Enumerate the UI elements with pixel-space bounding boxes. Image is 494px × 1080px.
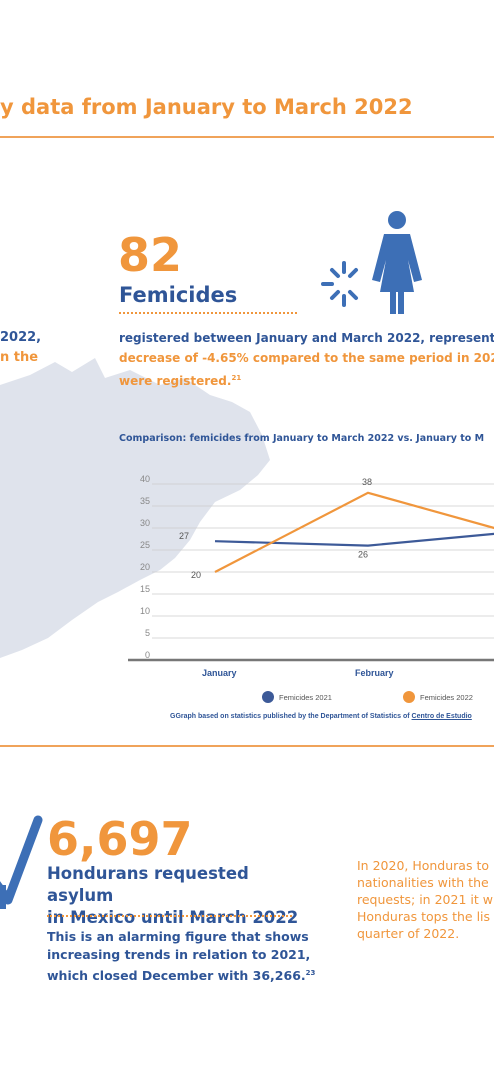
femicides-line-chart: 40 35 30 25 20 15 10 5 0 27 26 20 38 January Februar…: [128, 474, 494, 703]
category-label: January: [202, 668, 237, 678]
legend-label: Femicides 2022: [420, 693, 473, 702]
desc-line3: were registered.: [119, 374, 232, 388]
y-tick-label: 25: [140, 540, 150, 550]
asylum-heading: Hondurans requested asylum in Mexico unt…: [47, 863, 317, 929]
desc-line1: registered between January and March 202…: [119, 331, 494, 345]
y-tick-label: 5: [145, 628, 150, 638]
page-title: y data from January to March 2022: [0, 95, 413, 119]
map-text-line2: n the: [0, 350, 39, 365]
side-line5: quarter of 2022.: [357, 926, 460, 941]
burst-icon: [321, 261, 358, 307]
side-line2: nationalities with the: [357, 875, 489, 890]
honduras-map-shape: [0, 358, 270, 658]
legend-marker: [403, 691, 415, 703]
chart-source: GGraph based on statistics published by …: [170, 713, 472, 720]
header-divider: [0, 136, 494, 138]
asylum-description: This is an alarming figure that shows in…: [47, 928, 317, 985]
asylum-dotted-divider: [47, 915, 292, 917]
checkmark-icon: [0, 815, 43, 909]
map-text-line1: 2022,: [0, 330, 42, 345]
dotted-divider: [119, 312, 297, 314]
legend-label: Femicides 2021: [279, 693, 332, 702]
woman-icon: [321, 211, 422, 314]
asylum-number: 6,697: [47, 812, 193, 866]
femicides-description: registered between January and March 202…: [119, 328, 494, 391]
data-label: 38: [362, 477, 372, 487]
y-tick-label: 0: [145, 650, 150, 660]
source-prefix: GGraph based on statistics published by …: [170, 713, 412, 720]
asylum-p-line3: which closed December with 36,266.: [47, 968, 306, 984]
desc-line2: decrease of -4.65% compared to the same …: [119, 351, 494, 365]
side-text: In 2020, Honduras to nationalities with …: [357, 857, 493, 942]
femicides-number: 82: [118, 228, 183, 282]
category-label: February: [355, 668, 394, 678]
desc-ref: 21: [231, 374, 242, 382]
source-link[interactable]: Centro de Estudio: [411, 713, 472, 720]
side-line1: In 2020, Honduras to: [357, 858, 490, 873]
data-label: 26: [358, 550, 368, 560]
data-label: 20: [191, 570, 201, 580]
side-line4: Honduras tops the lis: [357, 909, 491, 924]
y-tick-label: 20: [140, 562, 150, 572]
series-line-2022: [214, 491, 494, 573]
asylum-ref: 23: [305, 969, 316, 977]
y-tick-label: 10: [140, 606, 150, 616]
y-tick-label: 30: [140, 518, 150, 528]
side-line3: requests; in 2021 it w: [357, 892, 493, 907]
asylum-p-line2: increasing trends in relation to 2021,: [47, 947, 311, 962]
y-tick-label: 40: [140, 474, 150, 484]
femicides-label: Femicides: [119, 283, 238, 307]
asylum-p-line1: This is an alarming figure that shows: [47, 929, 309, 944]
asylum-line2: in Mexico until March 2022: [47, 908, 299, 927]
asylum-line1: Hondurans requested asylum: [47, 864, 249, 905]
y-tick-label: 35: [140, 496, 150, 506]
series-line-2021: [214, 532, 494, 547]
chart-title: Comparison: femicides from January to Ma…: [119, 433, 485, 444]
data-label: 27: [179, 531, 189, 541]
legend-marker: [262, 691, 274, 703]
y-tick-label: 15: [140, 584, 150, 594]
section-divider: [0, 745, 494, 747]
